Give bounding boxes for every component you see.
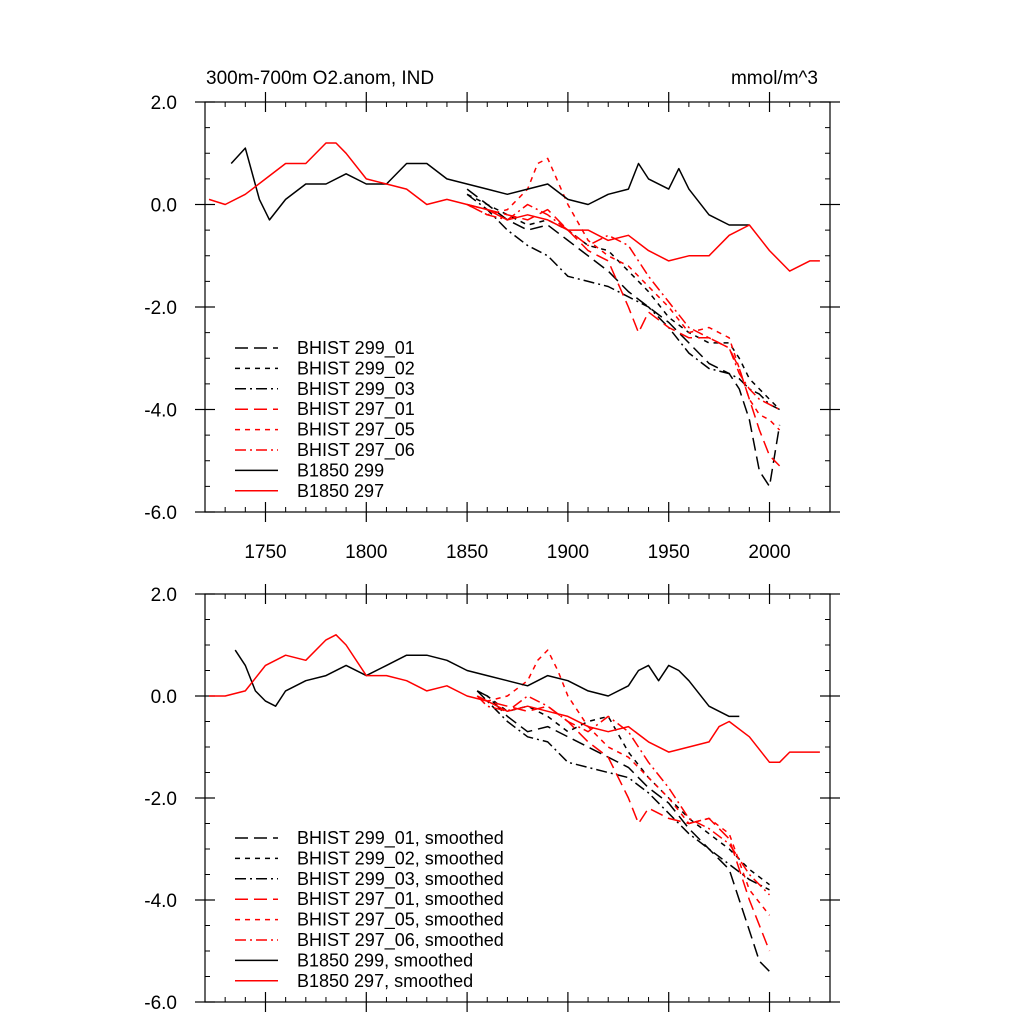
series-group — [208, 142, 820, 488]
y-tick-label: 0.0 — [151, 196, 177, 217]
y-tick-label: -4.0 — [144, 401, 177, 422]
bottom-panel: 2.0 0.0 -2.0 -4.0 -6.0 BHIST 299_01, smoothed… — [144, 584, 840, 1014]
y-tick-label: 2.0 — [151, 585, 177, 606]
units-label: mmol/m^3 — [731, 68, 818, 89]
series-line-bhist-297-05-smoothed — [476, 649, 771, 916]
figure-title: 300m-700m O2.anom, IND — [206, 68, 434, 89]
series-line-b1850-299-smoothed — [234, 649, 740, 718]
legend-label: BHIST 297_06, smoothed — [297, 930, 504, 951]
series-line-b1850-299 — [230, 147, 750, 226]
legend-label: B1850 299, smoothed — [297, 950, 473, 970]
legend-label: BHIST 299_01, smoothed — [297, 828, 504, 849]
y-tick-label: -2.0 — [144, 789, 177, 810]
series-line-bhist-297-06 — [466, 203, 780, 411]
legend-label: B1850 297 — [297, 481, 384, 501]
x-tick-label: 1750 — [244, 542, 286, 563]
legend-label: BHIST 297_01 — [297, 399, 415, 420]
y-tick-label: 2.0 — [151, 93, 177, 114]
series-line-b1850-297 — [208, 142, 820, 272]
series-line-bhist-297-05 — [466, 157, 781, 431]
legend-label: B1850 299 — [297, 460, 384, 480]
series-line-bhist-299-01-smoothed — [476, 690, 771, 972]
legend-label: BHIST 297_05 — [297, 420, 415, 441]
series-line-bhist-297-01 — [466, 203, 781, 467]
x-tick-label: 1900 — [547, 542, 589, 563]
series-line-bhist-299-01 — [466, 188, 781, 488]
top-panel: 1750 1800 1850 1900 1950 2000 2.0 0.0 -2.0 -4.0 -6… — [144, 92, 840, 563]
legend-label: BHIST 299_02, smoothed — [297, 848, 504, 869]
legend-label: BHIST 299_02 — [297, 358, 415, 379]
y-tick-label: 0.0 — [151, 687, 177, 708]
series-line-bhist-297-06-smoothed — [476, 695, 771, 896]
series-group — [209, 634, 820, 972]
legend-label: BHIST 297_06 — [297, 440, 415, 461]
series-line-bhist-299-03 — [466, 193, 780, 411]
legend-label: BHIST 299_01 — [297, 338, 415, 359]
x-tick-label: 1800 — [345, 542, 387, 563]
legend-label: BHIST 297_05, smoothed — [297, 910, 504, 931]
y-tick-label: -4.0 — [144, 891, 177, 912]
y-tick-label: -6.0 — [144, 993, 177, 1014]
x-tick-label: 1950 — [648, 542, 690, 563]
series-line-bhist-299-03-smoothed — [476, 690, 770, 891]
series-line-bhist-299-02-smoothed — [476, 690, 770, 886]
y-tick-label: -2.0 — [144, 298, 177, 319]
y-tick-label: -6.0 — [144, 503, 177, 524]
series-line-bhist-299-02 — [466, 193, 781, 411]
legend-label: BHIST 297_01, smoothed — [297, 889, 504, 910]
legend-label: BHIST 299_03 — [297, 379, 415, 400]
series-line-b1850-297-smoothed — [209, 634, 820, 764]
legend-label: B1850 297, smoothed — [297, 971, 473, 991]
legend-label: BHIST 299_03, smoothed — [297, 869, 504, 890]
x-tick-label: 2000 — [748, 542, 790, 563]
series-line-bhist-297-01-smoothed — [476, 695, 771, 952]
x-tick-label: 1850 — [446, 542, 488, 563]
